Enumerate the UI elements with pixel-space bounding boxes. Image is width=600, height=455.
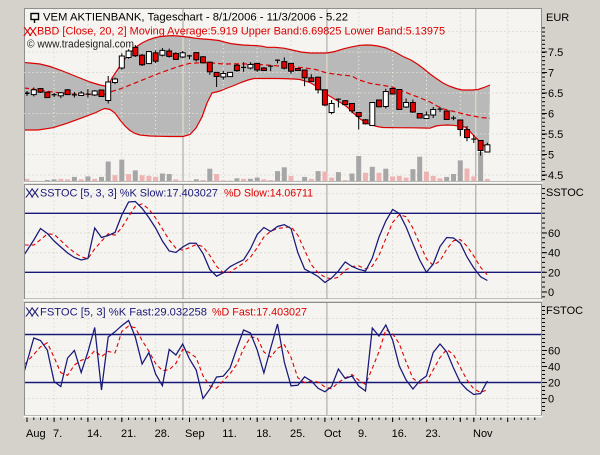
svg-text:28.: 28.	[155, 428, 170, 440]
svg-text:14.: 14.	[87, 428, 102, 440]
svg-text:18.: 18.	[256, 428, 271, 440]
svg-text:6: 6	[548, 109, 554, 121]
svg-text:Nov: Nov	[473, 428, 493, 440]
svg-text:FSTOC: FSTOC	[546, 305, 583, 317]
svg-text:BBD [Close, 20, 2] Moving Aver: BBD [Close, 20, 2] Moving Average:5.919 …	[37, 26, 445, 38]
svg-text:7: 7	[548, 68, 554, 80]
svg-text:25.: 25.	[290, 428, 305, 440]
svg-text:Oct: Oct	[324, 428, 341, 440]
svg-text:VEM AKTIENBANK, Tageschart - 8: VEM AKTIENBANK, Tageschart - 8/1/2006 - …	[43, 12, 348, 24]
svg-text:6.5: 6.5	[548, 88, 563, 100]
svg-text:7.: 7.	[53, 428, 62, 440]
svg-text:Aug: Aug	[26, 428, 46, 440]
svg-text:© www.tradesignal.com: © www.tradesignal.com	[27, 39, 134, 51]
svg-text:EUR: EUR	[546, 12, 569, 24]
svg-text:9.: 9.	[358, 428, 367, 440]
svg-text:%D Fast:17.403027: %D Fast:17.403027	[212, 307, 307, 319]
svg-text:60: 60	[548, 228, 560, 240]
svg-text:5: 5	[548, 150, 554, 162]
svg-text:5.5: 5.5	[548, 129, 563, 141]
svg-text:0: 0	[548, 287, 554, 299]
svg-text:7.5: 7.5	[548, 47, 563, 59]
svg-text:16.: 16.	[392, 428, 407, 440]
svg-text:Sep: Sep	[185, 428, 205, 440]
svg-text:4.5: 4.5	[548, 170, 563, 182]
svg-text:20: 20	[548, 267, 560, 279]
svg-text:40: 40	[548, 248, 560, 260]
svg-text:11.: 11.	[222, 428, 236, 440]
svg-text:FSTOC [5, 3] %K Fast:29.032258: FSTOC [5, 3] %K Fast:29.032258	[40, 307, 207, 319]
svg-text:21.: 21.	[121, 428, 136, 440]
svg-text:20: 20	[548, 378, 560, 390]
svg-text:23.: 23.	[426, 428, 441, 440]
svg-text:%D Slow:14.06711: %D Slow:14.06711	[224, 188, 313, 200]
svg-text:SSTOC [5, 3, 3] %K Slow:17.403: SSTOC [5, 3, 3] %K Slow:17.403027	[40, 188, 218, 200]
svg-text:SSTOC: SSTOC	[546, 187, 584, 199]
svg-text:40: 40	[548, 362, 560, 374]
svg-text:60: 60	[548, 346, 560, 358]
svg-text:0: 0	[548, 394, 554, 406]
